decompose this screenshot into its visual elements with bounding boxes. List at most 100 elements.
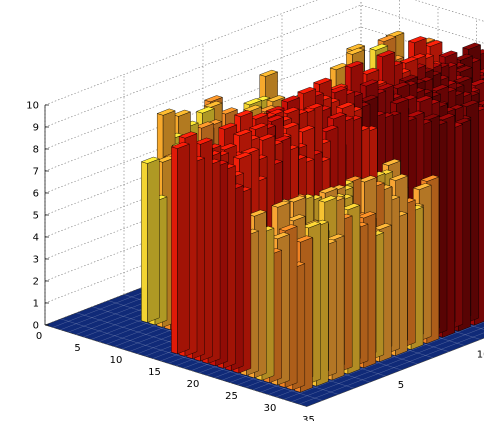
bar-top-face xyxy=(302,221,322,229)
bar-top-face xyxy=(286,214,306,222)
x-tick-label: 15 xyxy=(148,367,161,378)
axis-lines xyxy=(44,104,49,326)
bar-top-face xyxy=(266,95,286,103)
y-tick-label: 5 xyxy=(398,380,404,391)
bar-top-face xyxy=(218,107,239,115)
bar-top-face xyxy=(195,106,216,114)
bar xyxy=(170,141,190,355)
bar-top-face xyxy=(271,200,291,208)
z-tick-label: 7 xyxy=(33,167,39,178)
bar-top-face xyxy=(287,195,307,203)
z-grid-line xyxy=(44,0,484,106)
bar-top-face xyxy=(278,224,298,232)
bar-top-face xyxy=(453,75,473,83)
bar-top-face xyxy=(293,235,314,243)
bar-top-face xyxy=(171,109,192,117)
bar-top-face xyxy=(359,94,379,102)
bar-top-face xyxy=(297,86,317,94)
z-tick-label: 0 xyxy=(33,321,39,332)
bar-top-face xyxy=(280,122,300,129)
bar-top-face xyxy=(412,183,432,190)
bar-top-face xyxy=(357,175,378,183)
x-tick-label: 25 xyxy=(225,391,238,402)
y-tick-label: 10 xyxy=(477,350,484,361)
bar-top-face xyxy=(203,95,224,103)
bar-top-face xyxy=(318,195,338,203)
floor-grid-line xyxy=(306,337,484,407)
bar-front-face xyxy=(141,161,148,323)
bar-top-face xyxy=(345,47,365,55)
bar-top-face xyxy=(344,60,364,68)
bar-top-face xyxy=(369,43,389,51)
z-tick-label: 9 xyxy=(33,123,39,134)
bar-top-face xyxy=(270,232,291,240)
bar-top-face xyxy=(318,186,338,194)
z-tick-label: 10 xyxy=(26,101,39,112)
bar-top-face xyxy=(341,203,361,211)
bar-top-face xyxy=(453,53,474,61)
bar-top-face xyxy=(429,84,449,92)
bar-top-face xyxy=(327,112,347,120)
bar-top-face xyxy=(335,101,355,109)
bar-top-face xyxy=(259,69,279,77)
bar-top-face xyxy=(420,174,440,182)
bar-front-face xyxy=(171,146,178,355)
bar-top-face xyxy=(248,122,269,130)
z-tick-label: 6 xyxy=(33,189,39,200)
z-tick-label: 2 xyxy=(33,277,39,288)
floor-grid-line xyxy=(283,321,484,400)
bar-top-face xyxy=(389,173,409,181)
bar-top-face xyxy=(398,74,419,82)
bar-top-face xyxy=(295,125,316,133)
x-tick-label: 0 xyxy=(36,331,42,342)
bar-top-face xyxy=(360,67,380,75)
bar-top-face xyxy=(232,152,252,160)
bar-top-face xyxy=(247,209,267,217)
bar-top-face xyxy=(156,108,176,116)
x-tick-label: 10 xyxy=(110,355,123,366)
bar-top-face xyxy=(436,113,456,121)
bar xyxy=(140,156,160,323)
bar-top-face xyxy=(357,211,377,219)
bar-top-face xyxy=(399,56,419,64)
floor-grid-line xyxy=(299,332,484,405)
z-tick-label: 3 xyxy=(33,255,39,266)
bar-set xyxy=(140,30,484,393)
floor-grid-line xyxy=(60,318,323,401)
bar-top-face xyxy=(218,122,238,130)
bar-top-face xyxy=(233,129,253,137)
z-tick-label: 1 xyxy=(33,299,39,310)
bar-top-face xyxy=(319,125,339,133)
z-tick-label: 5 xyxy=(33,211,39,222)
bar-top-face xyxy=(359,79,379,87)
bar-top-face xyxy=(256,133,276,141)
bar-top-face xyxy=(264,114,284,122)
bar-top-face xyxy=(389,97,410,105)
bar-top-face xyxy=(243,98,263,106)
z-tick-label: 8 xyxy=(33,145,39,156)
bar-top-face xyxy=(328,86,348,94)
x-tick-label: 35 xyxy=(302,415,315,421)
z-grid-line xyxy=(44,4,484,128)
tick-labels: 0123456789100510152025303551015 xyxy=(26,101,484,421)
bar-top-face xyxy=(280,95,301,103)
bar-top-face xyxy=(233,110,254,117)
bar-top-face xyxy=(249,112,269,120)
z-grid-line xyxy=(44,26,484,150)
bar-top-face xyxy=(475,100,484,106)
bar-top-face xyxy=(477,68,484,74)
z-grid-line xyxy=(44,48,484,172)
bar-top-face xyxy=(438,50,458,58)
bar-top-face xyxy=(217,143,237,151)
z-tick-label: 4 xyxy=(33,233,39,244)
bar-top-face xyxy=(140,156,160,164)
floor-grid-line xyxy=(44,324,307,407)
bar-top-face xyxy=(178,131,198,139)
bar-top-face xyxy=(453,65,473,73)
bar-top-face xyxy=(372,223,393,230)
bar-top-face xyxy=(376,50,396,58)
x-tick-label: 5 xyxy=(74,343,80,354)
bar-top-face xyxy=(460,99,480,107)
